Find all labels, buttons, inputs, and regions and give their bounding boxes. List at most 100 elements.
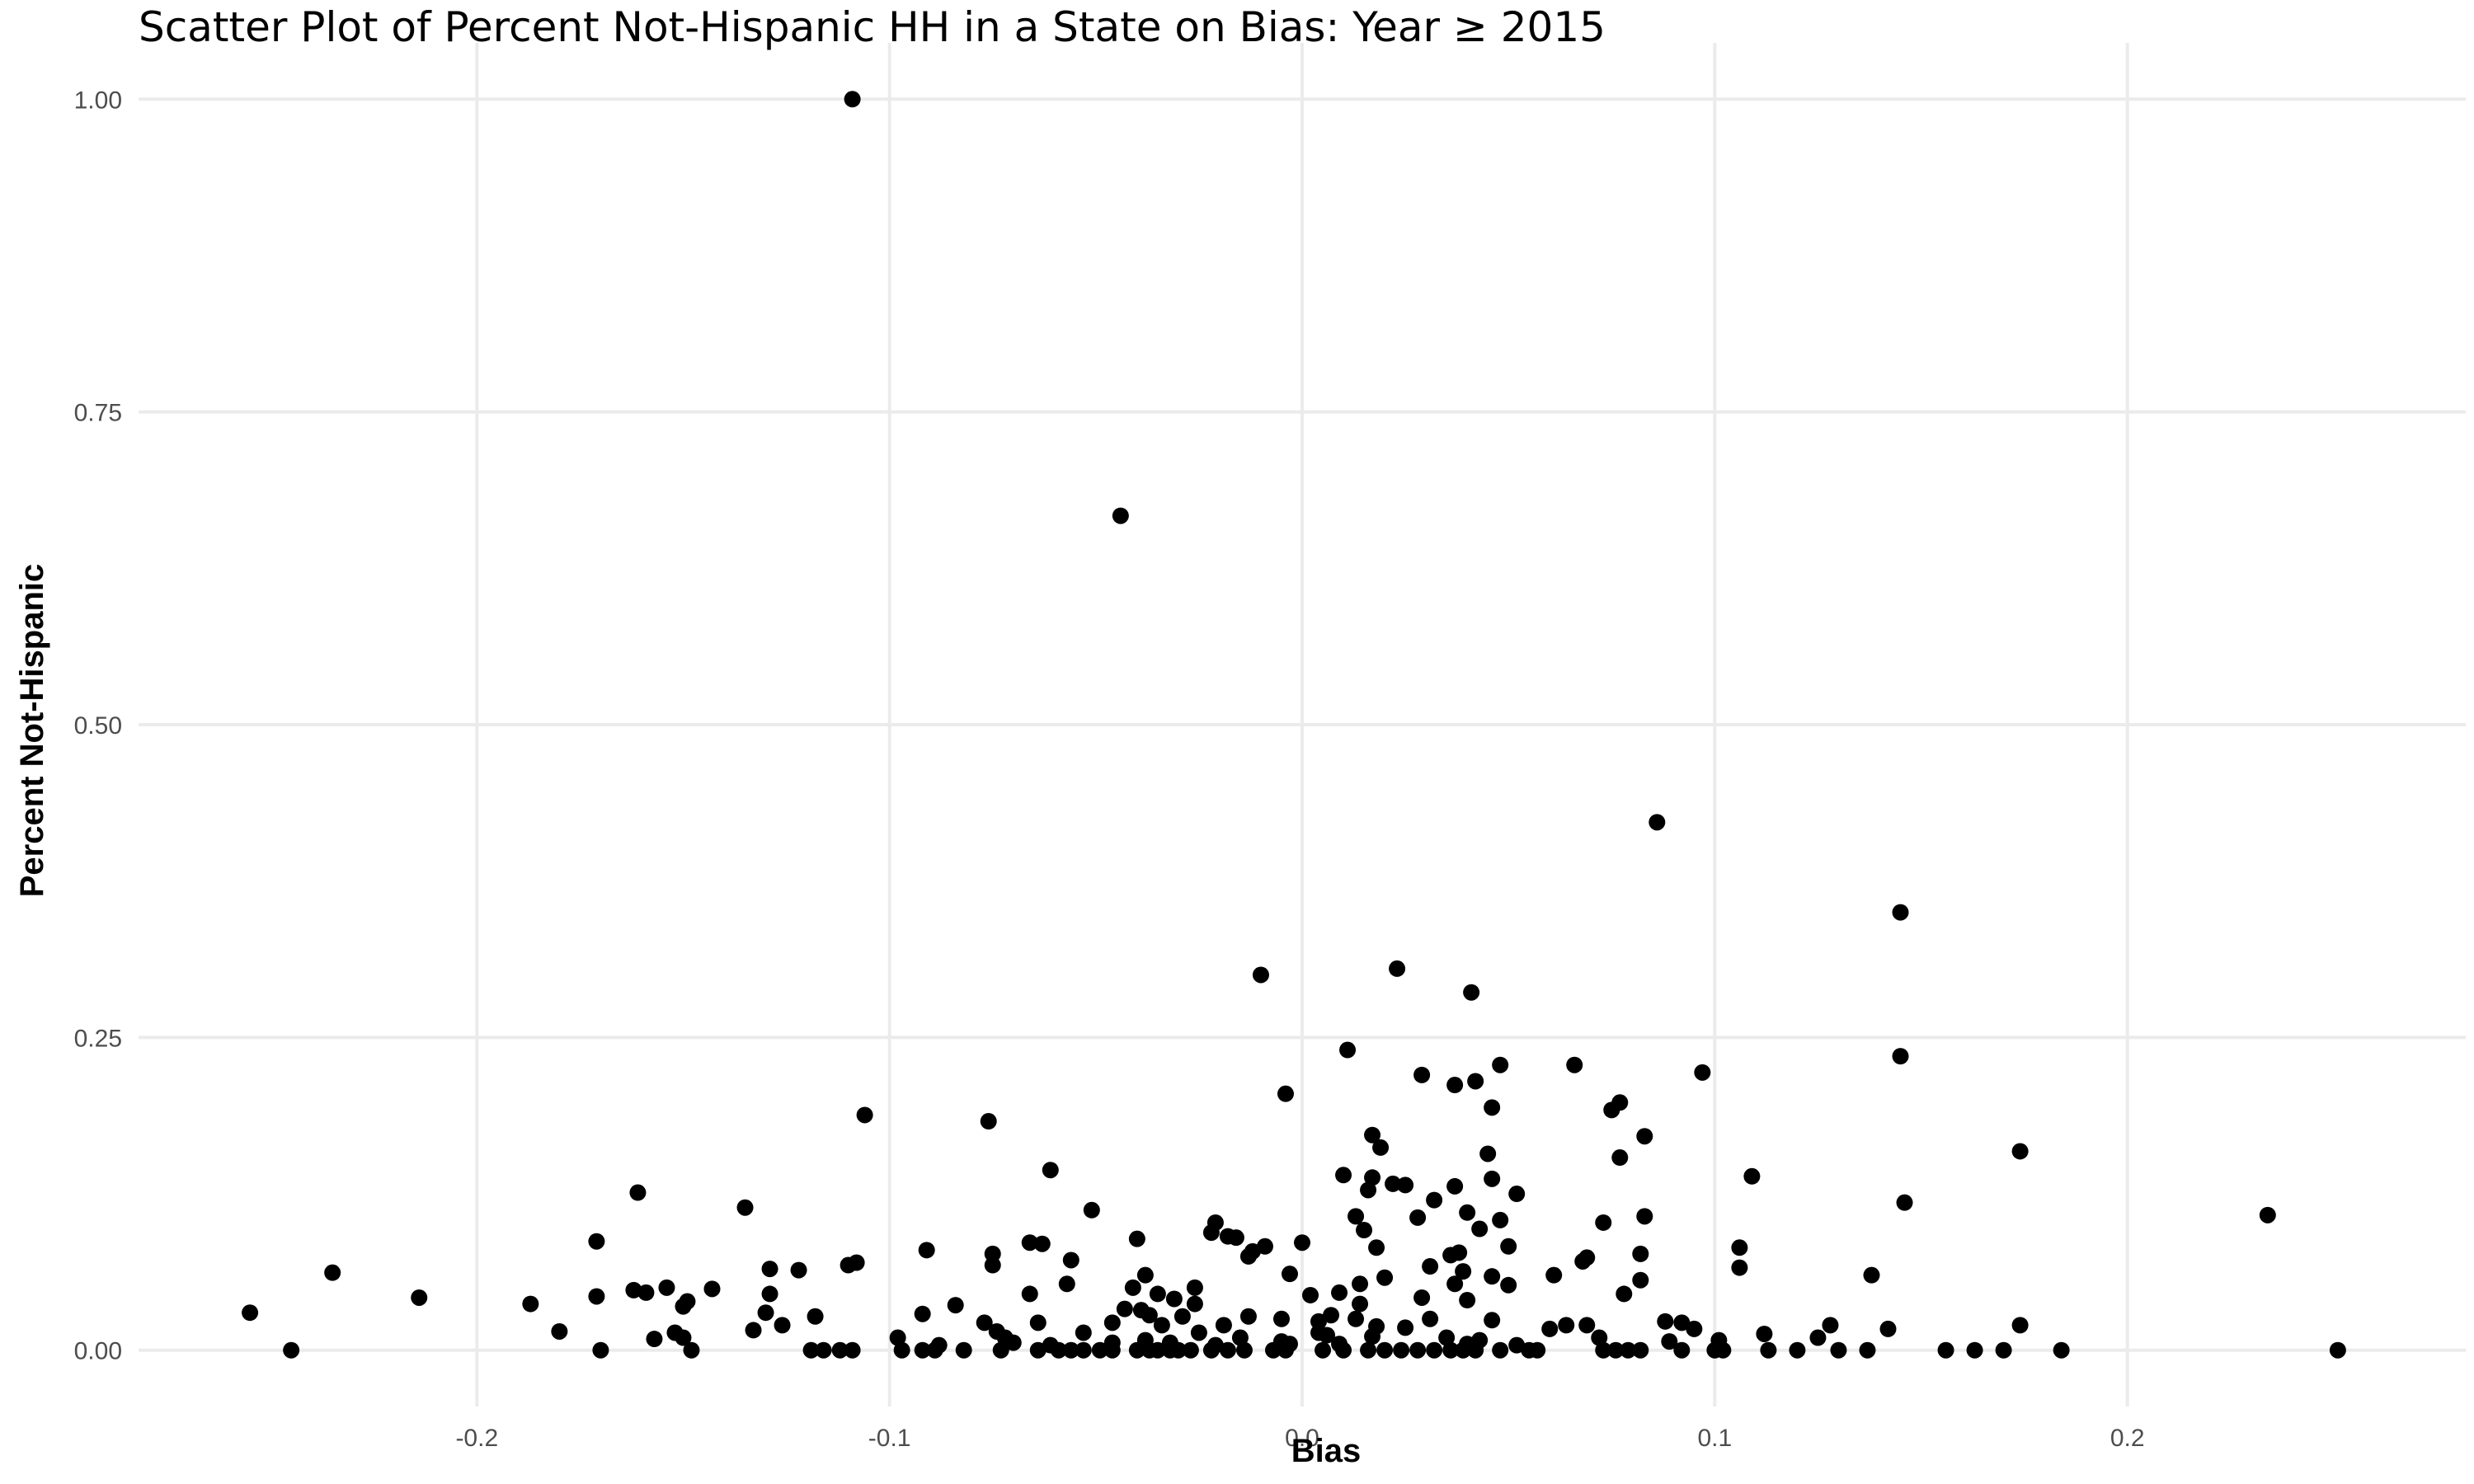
data-point [1409,1341,1427,1359]
data-point [1479,1145,1497,1162]
data-point [1029,1314,1047,1331]
data-point [675,1298,692,1315]
data-point [1822,1317,1839,1334]
data-point [1112,507,1129,524]
data-point [992,1341,1009,1359]
data-point [1446,1077,1464,1094]
x-tick-label: -0.2 [455,1425,498,1452]
data-point [1545,1266,1563,1284]
data-point [551,1322,568,1340]
data-point [1484,1099,1501,1116]
data-point [1459,1292,1476,1309]
data-point [1442,1247,1460,1264]
data-point [1075,1324,1092,1341]
data-point [1492,1341,1509,1359]
data-point [1566,1056,1583,1073]
data-point [1376,1269,1394,1286]
data-point [1673,1341,1691,1359]
y-tick-labels: 0.00 0.25 0.50 0.75 1.00 [74,87,122,1364]
data-point [1335,1167,1352,1184]
data-point [1149,1341,1166,1359]
data-point [831,1341,849,1359]
data-point [1315,1341,1332,1359]
data-point [1319,1327,1336,1344]
data-point [1492,1056,1509,1073]
data-point [844,1341,861,1359]
data-point [918,1242,935,1259]
data-point [1892,904,1909,921]
data-point [1661,1333,1678,1350]
data-point [1050,1341,1067,1359]
data-point [1455,1263,1472,1280]
data-point [1103,1341,1121,1359]
data-point [1227,1229,1244,1247]
data-point [658,1279,675,1296]
data-point [1484,1170,1501,1187]
data-point [1620,1341,1637,1359]
data-point [1508,1186,1526,1203]
data-point [1422,1258,1439,1275]
data-point [914,1305,931,1322]
data-point [1302,1286,1319,1303]
data-point [1467,1073,1484,1090]
data-point [1256,1237,1273,1255]
data-point [1595,1214,1612,1231]
data-point [1879,1320,1897,1337]
data-point [1636,1128,1653,1145]
y-tick-label: 0.75 [74,400,122,427]
data-point [1446,1275,1464,1293]
data-point [1409,1209,1427,1226]
data-point [1272,1310,1290,1327]
data-point [1649,814,1666,831]
data-point [2259,1206,2276,1223]
data-point [1182,1341,1199,1359]
data-point [1083,1201,1100,1219]
data-point [1632,1271,1649,1289]
data-point [1673,1314,1691,1331]
data-point [1455,1341,1472,1359]
data-point [1103,1314,1121,1331]
data-point [1413,1289,1431,1306]
data-points [242,91,2346,1359]
data-point [1364,1169,1381,1186]
data-point [1165,1290,1183,1308]
data-point [1446,1177,1464,1195]
data-point [1323,1307,1340,1324]
y-tick-label: 1.00 [74,87,122,114]
data-point [1062,1341,1079,1359]
data-point [637,1284,655,1301]
data-point [1397,1319,1414,1336]
data-point [522,1295,539,1313]
data-point [1574,1252,1592,1270]
data-point [1463,984,1480,1001]
data-point [1294,1234,1310,1252]
data-point [1578,1317,1596,1334]
data-point [1389,960,1406,977]
data-point [976,1314,993,1331]
data-point [1348,1208,1365,1225]
data-point [736,1199,754,1216]
data-point [1413,1066,1431,1083]
data-point [625,1281,642,1298]
data-point [1558,1317,1575,1334]
data-point [1021,1285,1038,1303]
data-point [1021,1234,1038,1252]
data-point [1471,1220,1489,1237]
data-point [1632,1341,1649,1359]
data-point [1636,1208,1653,1225]
data-point [1252,966,1269,984]
data-point [840,1256,857,1274]
data-point [1186,1279,1203,1296]
data-point [1128,1341,1145,1359]
data-point [1714,1341,1732,1359]
data-point [1169,1341,1187,1359]
data-point [1368,1239,1385,1256]
data-point [675,1329,692,1346]
data-point [1442,1341,1460,1359]
data-point [893,1341,910,1359]
data-point [1376,1341,1394,1359]
y-tick-label: 0.00 [74,1338,122,1365]
data-point [592,1341,609,1359]
data-point [1591,1329,1608,1346]
data-point [1863,1266,1880,1284]
